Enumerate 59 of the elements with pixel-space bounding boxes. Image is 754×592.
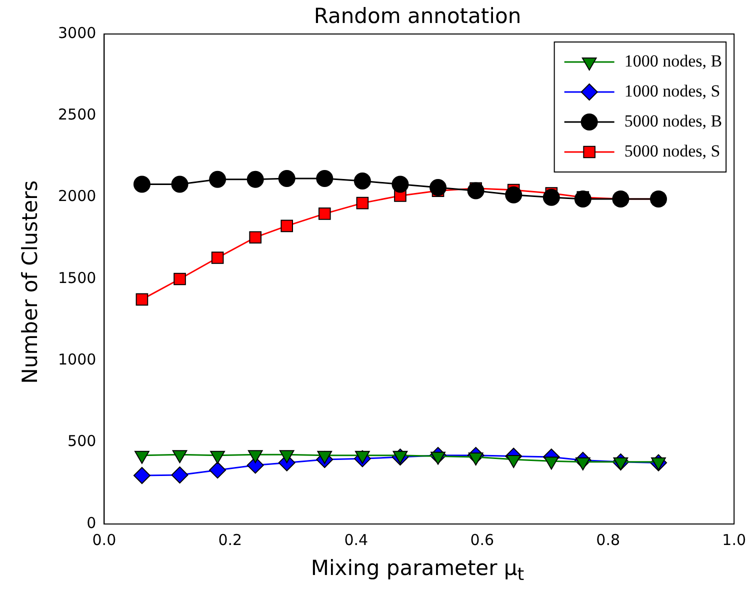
point (248, 450, 263, 464)
point (505, 186, 522, 204)
point (544, 456, 559, 470)
point (355, 450, 370, 464)
point (650, 190, 667, 208)
y-tick-label: 500 (68, 432, 96, 450)
point (613, 457, 628, 470)
point (209, 170, 226, 188)
point (612, 190, 630, 208)
point (279, 450, 294, 464)
legend-label: 5000 nodes, S (624, 141, 720, 160)
point (318, 208, 331, 220)
point (574, 190, 592, 208)
point (651, 457, 666, 470)
point (136, 293, 148, 306)
point (575, 457, 590, 470)
point (317, 450, 332, 464)
y-tick-label: 1000 (58, 350, 96, 369)
point (316, 170, 334, 188)
legend-label: 1000 nodes, S (624, 81, 720, 100)
x-tick-label: 0.6 (470, 530, 494, 549)
y-tick-label: 2000 (58, 187, 96, 206)
point (134, 450, 150, 464)
x-axis-title: Mixing parameter μ$_{t}$ (310, 556, 526, 586)
legend-label: 1000 nodes, B (624, 51, 722, 70)
point (133, 466, 150, 484)
point (506, 454, 522, 468)
x-tick-label: 0.4 (344, 530, 368, 549)
point (133, 176, 150, 193)
x-tick-label: 0.8 (596, 530, 620, 549)
point (171, 466, 188, 484)
point (249, 231, 262, 244)
point (430, 179, 447, 196)
point (392, 176, 409, 193)
legend-label: 5000 nodes, B (624, 111, 722, 130)
point (430, 452, 446, 465)
x-tick-label: 0.0 (92, 530, 116, 549)
x-tick-label: 0.2 (218, 530, 242, 549)
point (278, 170, 296, 188)
point (354, 172, 371, 190)
y-tick-label: 3000 (58, 24, 96, 42)
y-tick-label: 1500 (58, 268, 96, 287)
point (280, 220, 293, 232)
chart-title: Random annotation (312, 4, 522, 28)
x-tick-label: 1.0 (722, 530, 746, 549)
point (210, 450, 225, 464)
y-tick-label: 2500 (58, 106, 96, 124)
point (542, 188, 560, 206)
y-tick-label: 0 (86, 514, 96, 532)
point (246, 170, 264, 188)
point (211, 252, 224, 264)
point (209, 462, 226, 479)
point (356, 196, 369, 210)
point (468, 452, 484, 466)
point (174, 272, 186, 286)
y-axis-title: Number of Clusters (18, 179, 42, 386)
point (171, 176, 188, 193)
point (172, 450, 188, 464)
point (467, 182, 484, 200)
